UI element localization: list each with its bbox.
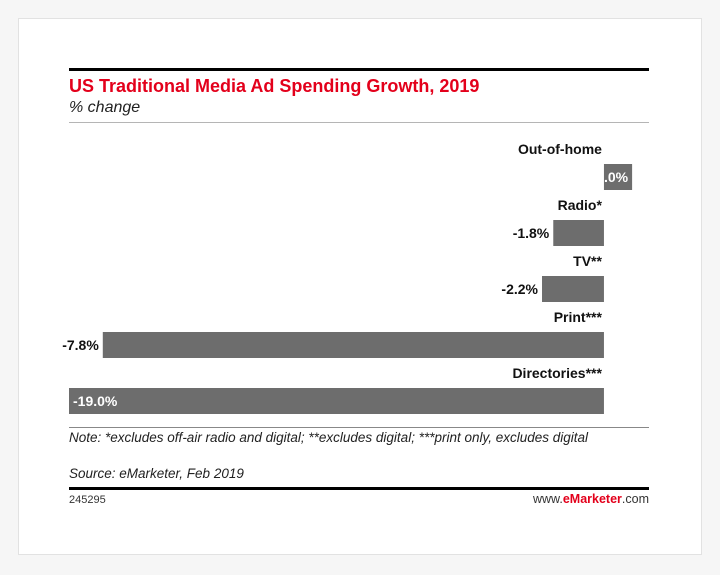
chart-subtitle: % change <box>69 99 141 116</box>
value-label: 1.0% <box>596 169 628 185</box>
bottom-rule <box>69 487 649 490</box>
bar <box>553 220 604 246</box>
category-label: Print*** <box>554 309 603 325</box>
brand-name: eMarketer <box>562 492 622 506</box>
subtitle-rule <box>69 122 649 123</box>
category-label: Radio* <box>558 197 603 213</box>
chart-title: US Traditional Media Ad Spending Growth,… <box>69 76 480 96</box>
bar <box>542 276 604 302</box>
top-rule <box>69 68 649 71</box>
bar <box>69 388 604 414</box>
source-note: Source: eMarketer, Feb 2019 <box>69 466 244 481</box>
brand-suffix: .com <box>621 492 649 506</box>
brand-link[interactable]: www.eMarketer.com <box>533 492 649 506</box>
chart-id: 245295 <box>69 494 106 506</box>
footnote: Note: *excludes off-air radio and digita… <box>69 430 589 445</box>
value-label: -1.8% <box>513 225 550 241</box>
brand-prefix: www. <box>532 492 563 506</box>
value-label: -2.2% <box>501 281 538 297</box>
note-rule <box>69 427 649 428</box>
value-label: -19.0% <box>73 393 118 409</box>
value-label: -7.8% <box>62 337 99 353</box>
bar <box>603 164 633 190</box>
category-label: Directories*** <box>512 365 602 381</box>
bar <box>102 332 604 358</box>
category-label: TV** <box>573 253 602 269</box>
category-label: Out-of-home <box>518 141 602 157</box>
